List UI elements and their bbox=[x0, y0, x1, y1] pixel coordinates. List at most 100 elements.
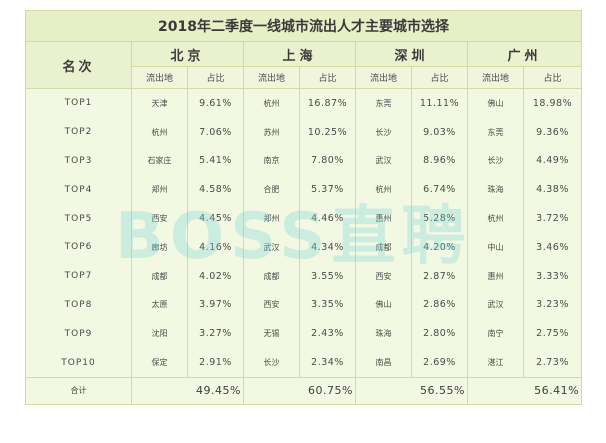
share-cell: 2.43% bbox=[299, 319, 356, 349]
origin-city-cell: 保定 bbox=[131, 348, 188, 378]
origin-city-cell: 东莞 bbox=[467, 117, 524, 147]
share-cell: 3.46% bbox=[522, 232, 583, 262]
share-cell: 4.58% bbox=[187, 175, 244, 205]
share-cell: 9.36% bbox=[522, 117, 583, 147]
share-cell: 5.41% bbox=[187, 146, 244, 176]
rank-cell: TOP9 bbox=[25, 319, 132, 349]
rank-cell: TOP1 bbox=[25, 87, 132, 118]
origin-city-cell: 郑州 bbox=[131, 175, 188, 205]
table-row: TOP8 太原 3.97% 西安 3.35% 佛山 2.86% 武汉 3.23% bbox=[25, 290, 583, 320]
share-cell: 3.27% bbox=[187, 319, 244, 349]
share-subheader: 占比 bbox=[299, 66, 356, 89]
share-cell: 3.23% bbox=[522, 290, 583, 320]
share-cell: 9.03% bbox=[411, 117, 468, 147]
origin-city-cell: 无锡 bbox=[243, 319, 300, 349]
share-cell: 2.75% bbox=[522, 319, 583, 349]
share-cell: 3.33% bbox=[522, 261, 583, 291]
origin-city-cell: 武汉 bbox=[355, 146, 412, 176]
origin-city-cell: 石家庄 bbox=[131, 146, 188, 176]
share-cell: 9.61% bbox=[187, 87, 244, 118]
share-cell: 6.74% bbox=[411, 175, 468, 205]
share-cell: 4.38% bbox=[522, 175, 583, 205]
origin-subheader: 流出地 bbox=[355, 66, 412, 89]
origin-city-cell: 苏州 bbox=[243, 117, 300, 147]
table-row: TOP5 西安 4.45% 郑州 4.46% 惠州 5.28% 杭州 3.72% bbox=[25, 204, 583, 233]
total-row: 合计 49.45% 60.75% 56.55% 56.41% bbox=[25, 376, 583, 405]
share-cell: 2.86% bbox=[411, 290, 468, 320]
share-cell: 4.20% bbox=[411, 232, 468, 262]
share-cell: 2.69% bbox=[411, 348, 468, 378]
share-cell: 3.97% bbox=[187, 290, 244, 320]
origin-city-cell: 合肥 bbox=[243, 175, 300, 205]
origin-city-cell: 杭州 bbox=[243, 87, 300, 118]
share-subheader: 占比 bbox=[411, 66, 468, 89]
share-cell: 2.80% bbox=[411, 319, 468, 349]
table-title: 2018年二季度一线城市流出人才主要城市选择 bbox=[24, 10, 583, 42]
share-cell: 18.98% bbox=[522, 87, 583, 118]
origin-city-cell: 成都 bbox=[243, 261, 300, 291]
origin-city-cell: 南京 bbox=[243, 146, 300, 176]
origin-city-cell: 杭州 bbox=[355, 175, 412, 205]
total-guangzhou: 56.41% bbox=[466, 376, 583, 405]
table-row: TOP4 郑州 4.58% 合肥 5.37% 杭州 6.74% 珠海 4.38% bbox=[25, 175, 583, 205]
share-cell: 3.72% bbox=[522, 204, 583, 233]
origin-city-cell: 中山 bbox=[467, 232, 524, 262]
share-cell: 3.55% bbox=[299, 261, 356, 291]
origin-subheader: 流出地 bbox=[467, 66, 524, 89]
total-shenzhen: 56.55% bbox=[355, 376, 468, 405]
rank-cell: TOP7 bbox=[25, 261, 132, 291]
origin-city-cell: 珠海 bbox=[355, 319, 412, 349]
origin-city-cell: 郑州 bbox=[243, 204, 300, 233]
origin-city-cell: 东莞 bbox=[355, 87, 412, 118]
origin-city-cell: 南昌 bbox=[355, 348, 412, 378]
table-row: TOP9 沈阳 3.27% 无锡 2.43% 珠海 2.80% 南宁 2.75% bbox=[25, 319, 583, 349]
rank-cell: TOP3 bbox=[25, 146, 132, 176]
rank-cell: TOP8 bbox=[25, 290, 132, 320]
share-subheader: 占比 bbox=[187, 66, 244, 89]
share-cell: 5.37% bbox=[299, 175, 356, 205]
origin-city-cell: 杭州 bbox=[467, 204, 524, 233]
rank-cell: TOP5 bbox=[25, 204, 132, 233]
table-row: TOP6 廊坊 4.16% 武汉 4.34% 成都 4.20% 中山 3.46% bbox=[25, 232, 583, 262]
total-shanghai: 60.75% bbox=[243, 376, 356, 405]
table-row: TOP1 天津 9.61% 杭州 16.87% 东莞 11.11% 佛山 18.98% bbox=[25, 87, 583, 118]
city-header-guangzhou: 广州 bbox=[466, 41, 583, 67]
table-row: TOP7 成都 4.02% 成都 3.55% 西安 2.87% 惠州 3.33% bbox=[25, 261, 583, 291]
table-container: 2018年二季度一线城市流出人才主要城市选择 名次 北京 上海 深圳 广州 流出… bbox=[24, 10, 583, 410]
table-row: TOP3 石家庄 5.41% 南京 7.80% 武汉 8.96% 长沙 4.49% bbox=[25, 146, 583, 176]
origin-city-cell: 佛山 bbox=[355, 290, 412, 320]
rank-cell: TOP4 bbox=[25, 175, 132, 205]
share-cell: 11.11% bbox=[411, 87, 468, 118]
origin-city-cell: 成都 bbox=[131, 261, 188, 291]
share-cell: 2.91% bbox=[187, 348, 244, 378]
share-cell: 2.34% bbox=[299, 348, 356, 378]
city-header-shenzhen: 深圳 bbox=[355, 41, 468, 67]
origin-city-cell: 武汉 bbox=[243, 232, 300, 262]
origin-subheader: 流出地 bbox=[131, 66, 188, 89]
table-row: TOP2 杭州 7.06% 苏州 10.25% 长沙 9.03% 东莞 9.36% bbox=[25, 117, 583, 147]
origin-city-cell: 天津 bbox=[131, 87, 188, 118]
origin-city-cell: 西安 bbox=[355, 261, 412, 291]
share-cell: 7.80% bbox=[299, 146, 356, 176]
share-cell: 2.87% bbox=[411, 261, 468, 291]
origin-city-cell: 惠州 bbox=[467, 261, 524, 291]
share-cell: 10.25% bbox=[299, 117, 356, 147]
origin-city-cell: 沈阳 bbox=[131, 319, 188, 349]
share-cell: 4.45% bbox=[187, 204, 244, 233]
origin-city-cell: 太原 bbox=[131, 290, 188, 320]
talent-flow-table: 2018年二季度一线城市流出人才主要城市选择 名次 北京 上海 深圳 广州 流出… bbox=[24, 10, 583, 405]
share-subheader: 占比 bbox=[522, 66, 583, 89]
origin-city-cell: 西安 bbox=[243, 290, 300, 320]
origin-city-cell: 长沙 bbox=[243, 348, 300, 378]
share-cell: 16.87% bbox=[299, 87, 356, 118]
origin-city-cell: 西安 bbox=[131, 204, 188, 233]
city-header-beijing: 北京 bbox=[131, 41, 244, 67]
table-body: TOP1 天津 9.61% 杭州 16.87% 东莞 11.11% 佛山 18.98% TOP2 杭… bbox=[25, 87, 583, 378]
origin-subheader: 流出地 bbox=[243, 66, 300, 89]
origin-city-cell: 武汉 bbox=[467, 290, 524, 320]
share-cell: 4.02% bbox=[187, 261, 244, 291]
city-header-shanghai: 上海 bbox=[243, 41, 356, 67]
rank-cell: TOP2 bbox=[25, 117, 132, 147]
share-cell: 7.06% bbox=[187, 117, 244, 147]
origin-city-cell: 湛江 bbox=[467, 348, 524, 378]
